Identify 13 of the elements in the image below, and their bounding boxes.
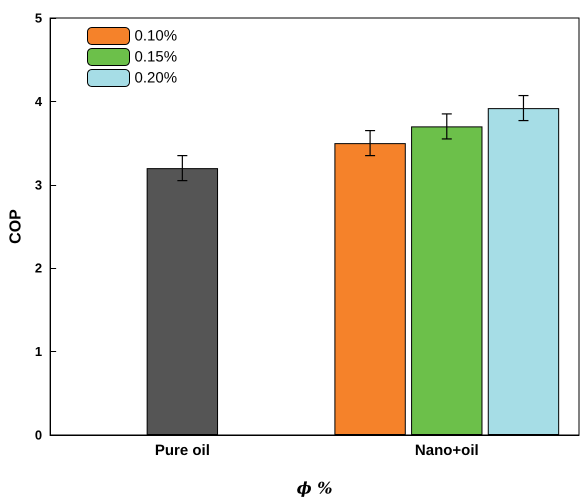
legend-label: 0.10% — [134, 28, 178, 44]
x-axis-title: ϕ % — [296, 478, 332, 498]
x-tick-label: Nano+oil — [414, 442, 479, 459]
y-tick-label: 2 — [34, 260, 42, 276]
y-tick-label: 1 — [34, 344, 42, 360]
x-tick-label: Pure oil — [154, 442, 210, 459]
legend-label: 0.15% — [134, 48, 178, 66]
y-tick-label: 3 — [34, 177, 42, 192]
y-tick-label: 0 — [34, 428, 42, 442]
legend-label: 0.20% — [134, 70, 178, 86]
y-axis-title: COP — [8, 208, 24, 244]
y-tick-label: 5 — [34, 10, 42, 26]
y-tick-label: 4 — [34, 94, 43, 109]
